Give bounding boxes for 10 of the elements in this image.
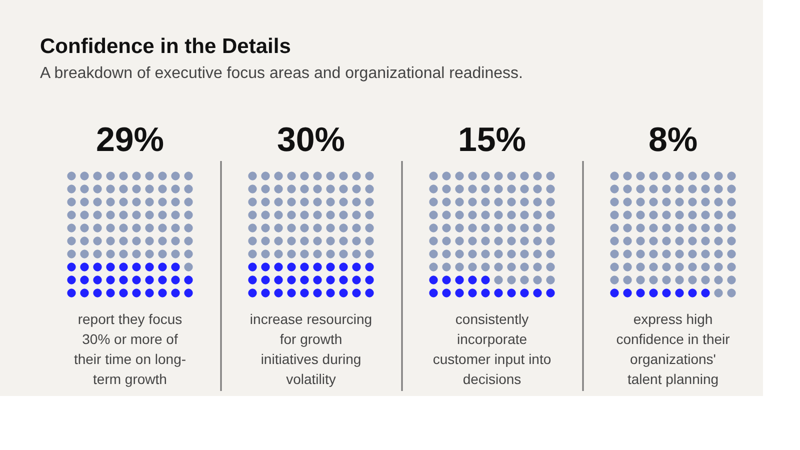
text: Confidence in the Details	[40, 35, 291, 58]
category-label: express high confidence in their organizations' talent planning	[616, 311, 730, 387]
category-label: increase resourcing for growth initiatives during volatility	[250, 311, 372, 387]
text: A breakdown of executive focus areas and organizational readiness.	[40, 65, 523, 82]
data-label: 29%	[96, 121, 164, 159]
data-label: 30%	[276, 121, 346, 159]
data-label: 15%	[458, 121, 526, 159]
data-label: 8%	[648, 121, 698, 159]
category-label: consistently incorporate customer input into decisions	[432, 311, 552, 387]
category-label: report they focus 30% or more of their time on long-term growth	[74, 311, 186, 387]
